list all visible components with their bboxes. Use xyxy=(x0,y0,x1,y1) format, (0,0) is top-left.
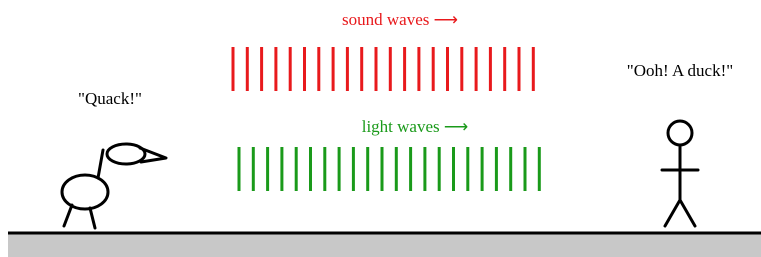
sound-waves xyxy=(233,47,533,91)
light-waves xyxy=(239,147,539,191)
duck xyxy=(62,144,166,228)
light-label: light waves ⟶ xyxy=(362,117,469,136)
diagram: sound waves ⟶ light waves ⟶ "Quack!" "Oo… xyxy=(0,0,761,257)
sound-label: sound waves ⟶ xyxy=(342,10,458,29)
duck-speech: "Quack!" xyxy=(78,89,142,108)
ground xyxy=(8,233,761,257)
person-speech: "Ooh! A duck!" xyxy=(627,61,733,80)
person xyxy=(662,121,698,226)
